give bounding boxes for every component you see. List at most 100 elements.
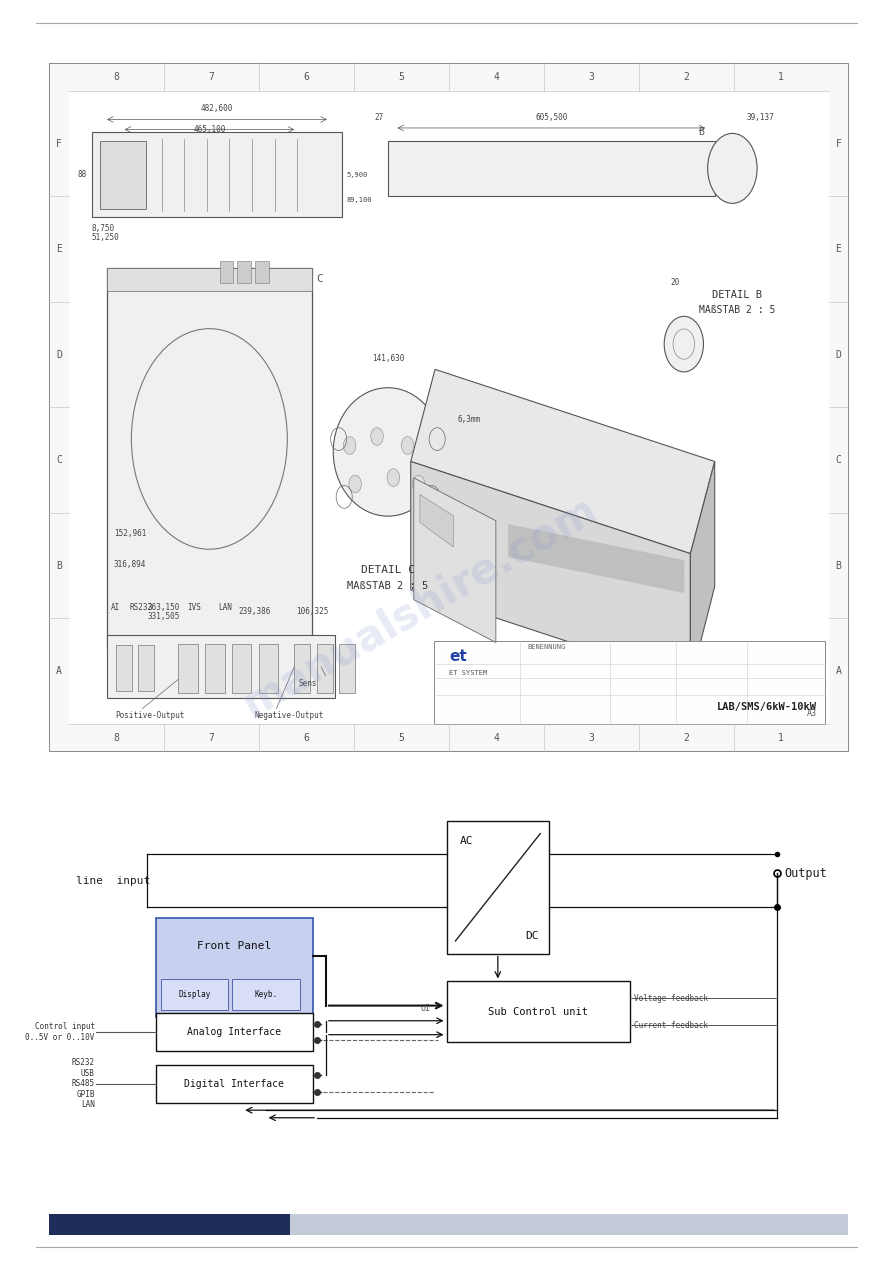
Bar <box>49 63 848 751</box>
Text: 88: 88 <box>78 171 88 179</box>
Bar <box>69 91 829 724</box>
Text: 6,3mm: 6,3mm <box>457 416 480 424</box>
Text: BENENNUNG: BENENNUNG <box>528 644 565 650</box>
Bar <box>49 1214 290 1235</box>
Text: 51,250: 51,250 <box>92 232 120 241</box>
Text: F: F <box>836 139 841 149</box>
Text: B: B <box>836 561 841 571</box>
Text: Current feedback: Current feedback <box>634 1021 708 1029</box>
Text: 8: 8 <box>113 733 119 743</box>
Polygon shape <box>411 461 690 682</box>
Text: Control input
0..5V or 0..10V: Control input 0..5V or 0..10V <box>25 1022 95 1042</box>
Polygon shape <box>508 524 684 567</box>
Circle shape <box>401 437 413 455</box>
Circle shape <box>413 475 425 493</box>
Text: 3: 3 <box>588 733 594 743</box>
Bar <box>116 645 132 691</box>
Text: DC: DC <box>525 931 538 941</box>
Bar <box>255 260 269 283</box>
Bar <box>446 821 549 954</box>
Text: D: D <box>56 350 62 360</box>
Polygon shape <box>508 530 684 573</box>
Text: Sens: Sens <box>299 679 317 688</box>
Bar <box>259 644 279 693</box>
Text: 5,900: 5,900 <box>346 172 368 178</box>
Text: C: C <box>316 274 323 284</box>
Bar <box>388 140 714 196</box>
Text: C: C <box>56 455 62 465</box>
Circle shape <box>371 428 383 446</box>
Text: Display: Display <box>178 990 211 999</box>
Text: Sub Control unit: Sub Control unit <box>488 1007 588 1017</box>
Text: 2: 2 <box>683 733 689 743</box>
Bar <box>339 644 355 693</box>
Text: 8,750: 8,750 <box>92 224 114 232</box>
Text: Positive-Output: Positive-Output <box>116 711 185 720</box>
Text: RS232: RS232 <box>129 604 152 613</box>
Text: AI: AI <box>112 604 121 613</box>
Text: 152,961: 152,961 <box>114 529 146 538</box>
Text: 5: 5 <box>398 72 405 82</box>
Bar <box>179 644 198 693</box>
Text: 5: 5 <box>398 733 405 743</box>
Text: 6: 6 <box>304 72 309 82</box>
Text: 8: 8 <box>113 72 119 82</box>
Bar <box>232 979 299 1010</box>
Text: 4: 4 <box>493 72 499 82</box>
Bar <box>232 644 252 693</box>
Text: manualshire.com: manualshire.com <box>235 488 605 725</box>
Text: 1: 1 <box>779 72 784 82</box>
Text: Negative-Output: Negative-Output <box>255 711 323 720</box>
Text: 106,325: 106,325 <box>296 608 328 616</box>
Text: 4: 4 <box>493 733 499 743</box>
Circle shape <box>707 134 757 203</box>
Text: DETAIL B: DETAIL B <box>713 290 763 299</box>
Text: 1: 1 <box>779 733 784 743</box>
Text: MAßSTAB 2 : 5: MAßSTAB 2 : 5 <box>347 581 429 591</box>
Text: 7: 7 <box>208 72 214 82</box>
Text: DETAIL C: DETAIL C <box>361 566 415 576</box>
Ellipse shape <box>333 388 443 517</box>
Text: Output: Output <box>784 866 827 879</box>
Bar <box>317 644 333 693</box>
Text: Digital Interface: Digital Interface <box>185 1079 284 1089</box>
Text: Front Panel: Front Panel <box>197 941 271 951</box>
Text: 20: 20 <box>671 278 680 287</box>
Bar <box>433 642 825 724</box>
Text: line  input: line input <box>76 875 150 885</box>
Text: Voltage feedback: Voltage feedback <box>634 994 708 1003</box>
Bar <box>156 1065 313 1103</box>
Text: 6: 6 <box>304 733 309 743</box>
Text: F: F <box>56 139 62 149</box>
Text: et: et <box>449 649 467 664</box>
Bar <box>138 645 154 691</box>
Text: 3: 3 <box>588 72 594 82</box>
Text: 331,505: 331,505 <box>147 613 180 621</box>
Circle shape <box>664 316 704 371</box>
Text: UI: UI <box>421 1004 430 1013</box>
Text: Keyb.: Keyb. <box>255 990 278 999</box>
Text: A: A <box>56 666 62 676</box>
Text: 482,600: 482,600 <box>201 104 233 114</box>
Circle shape <box>349 475 362 493</box>
Bar <box>107 268 312 648</box>
Text: E: E <box>836 244 841 254</box>
Polygon shape <box>508 551 684 594</box>
Text: Analog Interface: Analog Interface <box>188 1027 281 1037</box>
Text: IVS: IVS <box>188 604 201 613</box>
Text: 27: 27 <box>374 112 384 121</box>
Text: 39,137: 39,137 <box>747 112 774 121</box>
Text: 239,386: 239,386 <box>238 608 271 616</box>
Polygon shape <box>420 494 454 547</box>
Text: MAßSTAB 2 : 5: MAßSTAB 2 : 5 <box>699 306 776 314</box>
Text: RS232
USB
RS485
GPIB
LAN: RS232 USB RS485 GPIB LAN <box>71 1058 95 1109</box>
Text: ET SYSTEM: ET SYSTEM <box>449 669 488 676</box>
Polygon shape <box>508 544 684 586</box>
Bar <box>107 635 335 698</box>
Text: 316,894: 316,894 <box>114 560 146 568</box>
Bar <box>107 268 312 290</box>
Bar <box>156 1013 313 1051</box>
Text: A: A <box>836 666 841 676</box>
Bar <box>446 981 630 1042</box>
Text: AC: AC <box>460 836 473 846</box>
